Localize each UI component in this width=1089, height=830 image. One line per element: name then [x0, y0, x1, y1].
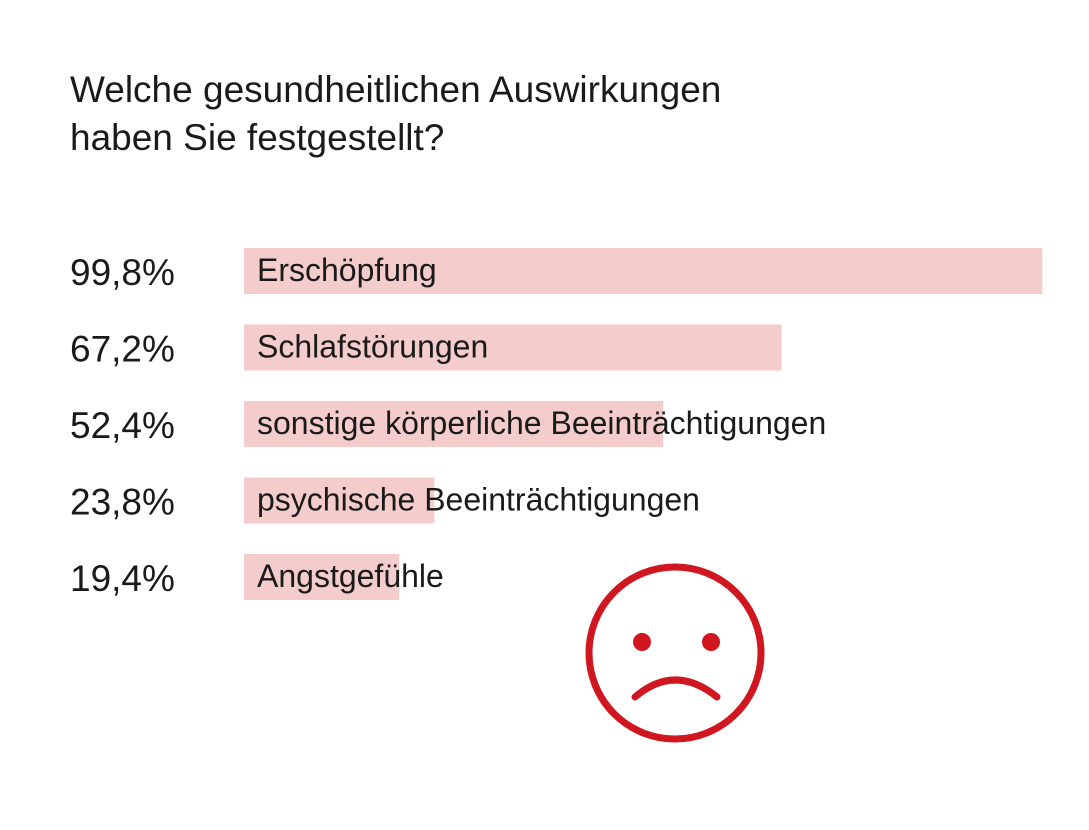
chart-title: Welche gesundheitlichen Auswirkungen hab…	[70, 66, 970, 162]
bar-2	[244, 401, 664, 447]
chart-title-line-1: Welche gesundheitlichen Auswirkungen	[70, 69, 722, 110]
sad-face-mouth	[631, 676, 721, 701]
bar-chart: 99,8% Erschöpfung 67,2% Schlafstörungen 52,4…	[70, 248, 1043, 600]
value-label-3: 23,8%	[70, 482, 175, 523]
value-label-2: 52,4%	[70, 405, 175, 446]
value-label-0: 99,8%	[70, 252, 175, 293]
sad-face-left-eye	[633, 633, 651, 651]
sad-face-right-eye	[702, 633, 720, 651]
bar-4	[244, 554, 400, 600]
category-label-2: sonstige körperliche Beeinträchtigungen	[257, 405, 826, 441]
category-label-1: Schlafstörungen	[257, 329, 488, 365]
bar-3	[244, 477, 435, 524]
chart-title-line-2: haben Sie festgestellt?	[70, 117, 445, 158]
sad-face-outline	[585, 563, 765, 743]
bar-0	[244, 248, 1043, 294]
category-label-0: Erschöpfung	[257, 252, 437, 288]
sad-face-icon	[585, 563, 765, 743]
value-label-4: 19,4%	[70, 558, 175, 599]
category-label-3: psychische Beeinträchtigungen	[257, 482, 700, 518]
bar-1	[244, 324, 782, 371]
value-label-1: 67,2%	[70, 329, 175, 370]
category-label-4: Angstgefühle	[257, 558, 444, 594]
